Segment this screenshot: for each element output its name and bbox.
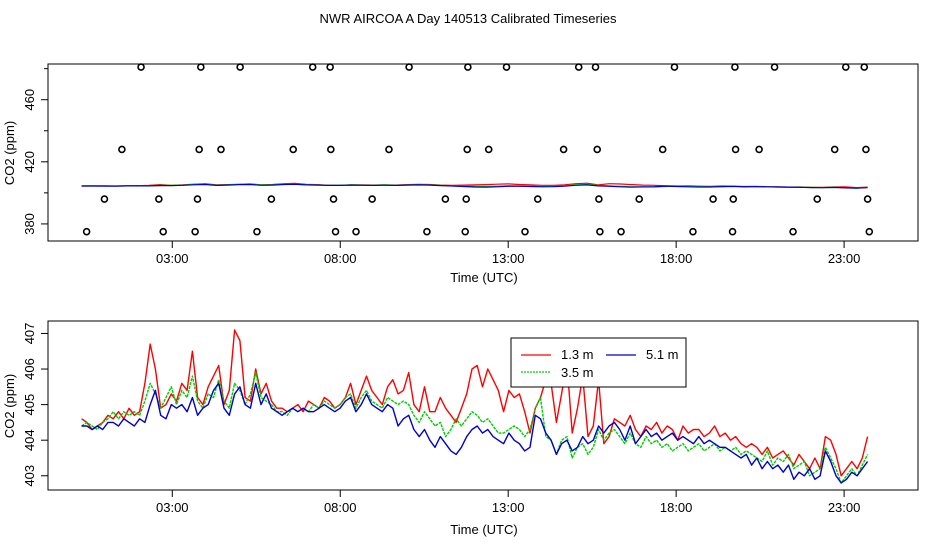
top-point-flagged-mid [731,145,740,154]
top-point-flagged-low [689,227,697,236]
top-point-flagged-lowmid [709,195,717,203]
top-point-flagged-high [236,63,244,71]
top-point-flagged-mid [658,145,667,154]
bottom-series-line-13m [81,329,869,477]
top-point-flagged-low [521,227,529,236]
top-point-flagged-low [461,227,469,236]
top-point-flagged-lowmid [193,195,202,203]
top-point-flagged-lowmid [100,195,109,203]
top-point-flagged-mid [484,145,493,154]
top-point-flagged-low [253,227,261,236]
top-xtick-label: 03:00 [156,251,189,266]
top-point-flagged-high [731,63,739,71]
top-point-flagged-high [405,63,413,71]
top-point-flagged-mid [463,145,472,154]
bottom-panel-xlabel: Time (UTC) [450,522,517,537]
top-point-flagged-lowmid [267,195,276,203]
top-panel-xlabel: Time (UTC) [450,270,517,285]
figure-title: NWR AIRCOA A Day 140513 Calibrated Times… [320,11,617,26]
legend-label-5-1m: 5.1 m [646,347,679,362]
top-point-flagged-mid [385,145,393,154]
top-point-flagged-low [191,227,199,236]
top-point-flagged-low [865,227,874,236]
top-plot-frame [47,63,919,242]
top-point-flagged-lowmid [813,195,822,203]
bottom-ytick-label: 404 [22,429,37,451]
top-point-flagged-lowmid [368,195,376,203]
top-point-flagged-high [670,63,679,71]
top-ytick-label: 420 [22,151,37,173]
top-xtick-label: 18:00 [660,251,693,266]
top-point-flagged-mid [755,145,763,154]
bottom-xtick-label: 18:00 [660,500,693,515]
top-point-flagged-high [860,63,869,71]
legend-box [510,337,687,388]
bottom-plot-frame [47,320,919,491]
top-point-flagged-mid [195,145,203,154]
top-point-flagged-lowmid [595,195,603,203]
top-point-flagged-lowmid [462,195,471,203]
top-point-flagged-low [423,227,431,236]
top-point-flagged-high [574,63,583,71]
top-point-flagged-low [159,227,168,236]
top-point-flagged-lowmid [863,195,872,203]
top-point-flagged-high [591,63,600,71]
top-point-flagged-high [502,63,511,71]
top-xtick-label: 23:00 [828,251,861,266]
top-point-flagged-high [841,63,850,71]
bottom-xtick-label: 03:00 [156,500,189,515]
top-panel-ylabel: CO2 (ppm) [2,121,17,185]
top-point-flagged-low [789,227,797,236]
top-xtick-label: 13:00 [492,251,525,266]
bottom-xtick-label: 13:00 [492,500,525,515]
top-point-flagged-mid [862,145,870,154]
legend-label-3-5m: 3.5 m [561,365,594,380]
top-point-flagged-mid [559,145,568,154]
top-point-flagged-low [82,227,91,236]
bottom-panel-ylabel: CO2 (ppm) [2,374,17,438]
top-point-flagged-lowmid [441,195,450,203]
top-point-flagged-low [331,227,340,236]
top-point-flagged-high [137,63,145,71]
bottom-series-line-35m [81,371,869,484]
top-xtick-label: 08:00 [324,251,357,266]
top-point-flagged-low [617,227,625,236]
top-point-flagged-lowmid [635,195,643,203]
top-point-flagged-mid [118,145,126,154]
top-point-flagged-mid [327,145,335,154]
top-point-flagged-lowmid [533,195,542,203]
top-point-flagged-low [352,227,360,236]
top-point-flagged-mid [830,145,839,154]
top-series-line-51m [81,183,868,189]
bottom-ytick-label: 403 [22,465,37,487]
top-point-flagged-lowmid [155,195,163,203]
top-point-flagged-lowmid [729,195,738,203]
top-point-flagged-mid [289,145,298,154]
bottom-ytick-label: 407 [22,323,37,345]
legend: 1.3 m 3.5 m 5.1 m [510,337,687,388]
top-point-flagged-low [596,227,604,236]
bottom-xtick-label: 23:00 [828,500,861,515]
bottom-ytick-label: 405 [22,394,37,416]
top-ytick-label: 380 [22,213,37,235]
top-point-flagged-high [464,63,472,71]
bottom-panel: 03:00 08:00 13:00 18:00 23:00 403 404 405 406 407 [22,320,919,515]
top-point-flagged-high [308,63,317,71]
top-point-flagged-high [326,63,334,71]
top-point-flagged-lowmid [329,195,338,203]
bottom-ytick-label: 406 [22,358,37,380]
bottom-series-line-51m [81,382,869,484]
top-point-flagged-mid [217,145,225,154]
bottom-xtick-label: 08:00 [324,500,357,515]
top-point-flagged-low [728,227,737,236]
top-point-flagged-high [197,63,205,71]
top-point-flagged-mid [593,145,602,154]
legend-label-1-3m: 1.3 m [561,347,594,362]
top-point-flagged-high [770,63,779,71]
top-panel: 03:00 08:00 13:00 18:00 23:00 380 420 460 [22,63,919,266]
top-ytick-label: 460 [22,89,37,111]
